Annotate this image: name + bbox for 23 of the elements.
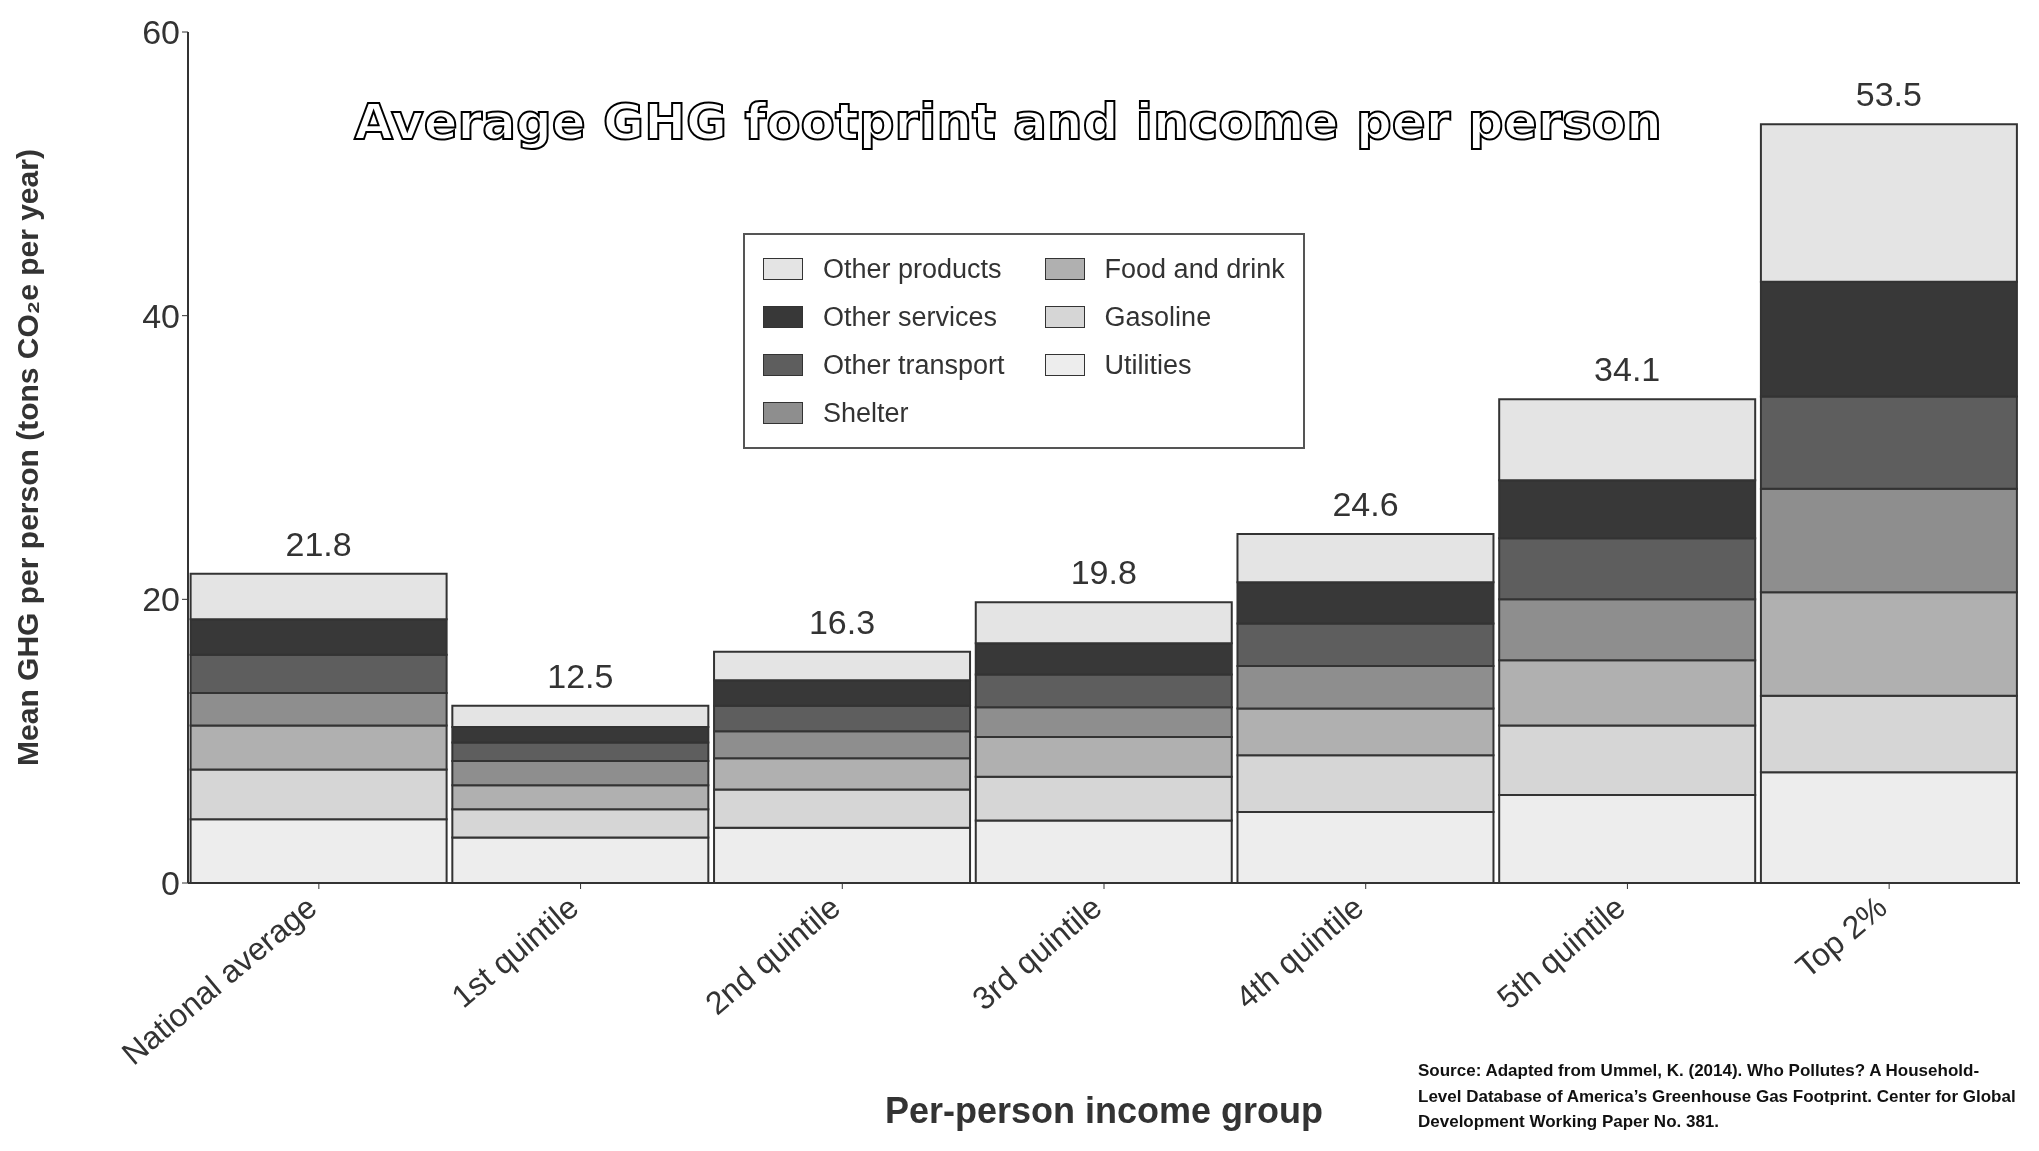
total-label: 12.5 [547, 656, 614, 695]
legend-label: Utilities [1103, 348, 1193, 382]
total-label: 16.3 [808, 602, 876, 641]
total-label: 21.8 [285, 524, 352, 563]
legend-label: Other services [822, 300, 999, 334]
y-tick-label: 0 [161, 864, 180, 903]
x-axis-title: Per-person income group [884, 1090, 1324, 1131]
y-tick-label: 60 [142, 13, 180, 52]
x-tick-label: Top 2% [1788, 888, 1894, 985]
source-note: Source: Adapted from Ummel, K. (2014). Who Pollutes? A Household-Level Database of America’s Greenhouse Gas Footprint. Center for Global Development Working Paper No. 381. [1418, 1060, 2017, 1133]
legend-label: Other transport [822, 348, 1005, 382]
total-label: 24.6 [1332, 485, 1399, 524]
y-axis-title: Mean GHG per person (tons CO₂e per year) [11, 149, 44, 766]
total-label: 19.8 [1070, 553, 1137, 592]
legend-label: Shelter [822, 396, 910, 430]
legend-label: Other products [822, 252, 1003, 286]
legend-label: Gasoline [1103, 300, 1213, 334]
y-tick-label: 20 [142, 580, 180, 619]
y-tick-label: 40 [142, 296, 180, 335]
total-label: 34.1 [1594, 350, 1661, 389]
total-label: 53.5 [1855, 75, 1922, 114]
text: Average GHG footprint and income per person [354, 93, 1662, 151]
legend-label: Food and drink [1103, 252, 1285, 286]
